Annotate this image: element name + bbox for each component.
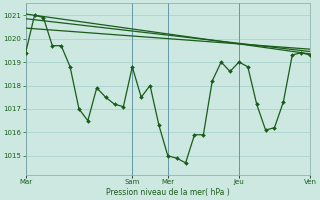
X-axis label: Pression niveau de la mer( hPa ): Pression niveau de la mer( hPa ) bbox=[106, 188, 230, 197]
